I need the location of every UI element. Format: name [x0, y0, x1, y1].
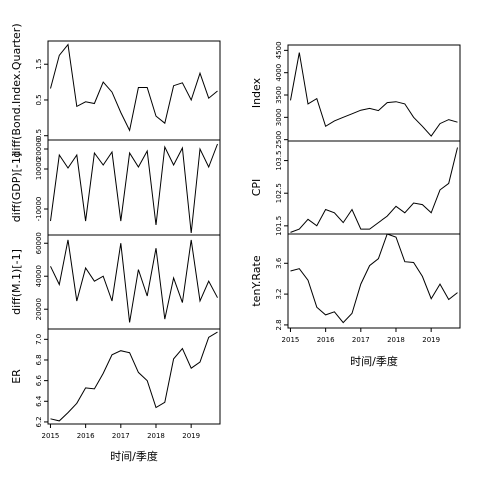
right-x-tick-label: 2015 [282, 336, 300, 344]
right-panel-1-y-label: Index [250, 77, 263, 108]
left-x-label: 时间/季度 [110, 449, 158, 463]
right-x-tick-label: 2019 [422, 336, 440, 344]
left-panel-1-y-label: diff(Bond.Index.Quarter) [10, 23, 23, 157]
right-panel-3-frame [287, 233, 461, 329]
left-panel-3-y-tick-label: 60000 [35, 232, 43, 254]
left-panel-2-y-label: diff(GDP)[-1] [10, 153, 23, 222]
left-panel-4-y-tick-label: 6.8 [35, 354, 43, 365]
left-panel-4-y-tick-label: 6.2 [35, 416, 43, 427]
left-panel-1-series-line [50, 43, 218, 132]
right-panel-3-y-tick-label: 2.8 [275, 319, 283, 330]
right-panel-3-y-label: tenY.Rate [250, 255, 263, 306]
left-panel-4-y-tick-label: 6.4 [35, 395, 43, 407]
left-panel-4-y-tick-label: 7.0 [35, 334, 43, 345]
left-panel-2-frame [47, 139, 221, 236]
left-panel-1-y-tick-label: -0.5 [35, 129, 43, 143]
right-panel-1-y-tick-label: 2500 [275, 131, 283, 149]
left-panel-1-y-tick-label: 0.5 [35, 94, 43, 105]
right-panel-2-frame [287, 140, 461, 235]
left-panel-1-y-tick-label: 1.5 [35, 59, 43, 70]
left-x-tick-label: 2015 [42, 432, 60, 440]
right-panel-1-y-tick-label: 4500 [275, 41, 283, 59]
right-panel-1-y-tick-label: 3500 [275, 86, 283, 104]
left-panel-4-frame [47, 328, 221, 425]
right-panel-2-series-line [290, 147, 458, 233]
right-panel-3-y-tick-label: 3.6 [275, 257, 283, 269]
right-panel-2-y-label: CPI [250, 179, 263, 197]
right-panel-1-y-tick-label: 4000 [275, 64, 283, 82]
right-panel-1-frame [287, 44, 461, 142]
right-panel-2-y-tick-label: 101.5 [275, 216, 283, 236]
left-x-tick-label: 2017 [112, 432, 130, 440]
left-panel-3-y-label: diff(M.1)[-1] [10, 249, 23, 315]
left-panel-4-y-label: ER [10, 369, 23, 384]
left-panel-3-y-tick-label: 40000 [35, 265, 43, 287]
left-panel-3-series-line [50, 239, 218, 323]
left-panel-3-y-tick-label: 20000 [35, 298, 43, 320]
left-panel-4-y-tick-label: 6.6 [35, 375, 43, 387]
right-panel-3-series-line [290, 233, 458, 324]
right-panel-1-series-line [290, 52, 458, 137]
left-x-tick-label: 2016 [77, 432, 95, 440]
right-x-tick-label: 2018 [387, 336, 405, 344]
left-x-tick-label: 2018 [147, 432, 165, 440]
left-panel-2-y-tick-label: 10000 [35, 158, 43, 180]
left-panel-2-y-tick-label: -10000 [35, 197, 43, 222]
left-panel-2-y-tick-label: 20000 [35, 138, 43, 160]
right-panel-1-y-tick-label: 3000 [275, 108, 283, 126]
left-panel-4-series-line [50, 331, 218, 422]
right-panel-2-y-tick-label: 102.5 [275, 183, 283, 203]
left-panel-2-series-line [50, 143, 218, 234]
right-x-tick-label: 2016 [317, 336, 335, 344]
right-x-tick-label: 2017 [352, 336, 370, 344]
right-x-label: 时间/季度 [350, 354, 398, 368]
right-panel-2-y-tick-label: 103.5 [275, 151, 283, 171]
right-panel-3-y-tick-label: 3.2 [275, 289, 283, 300]
left-x-tick-label: 2019 [182, 432, 200, 440]
